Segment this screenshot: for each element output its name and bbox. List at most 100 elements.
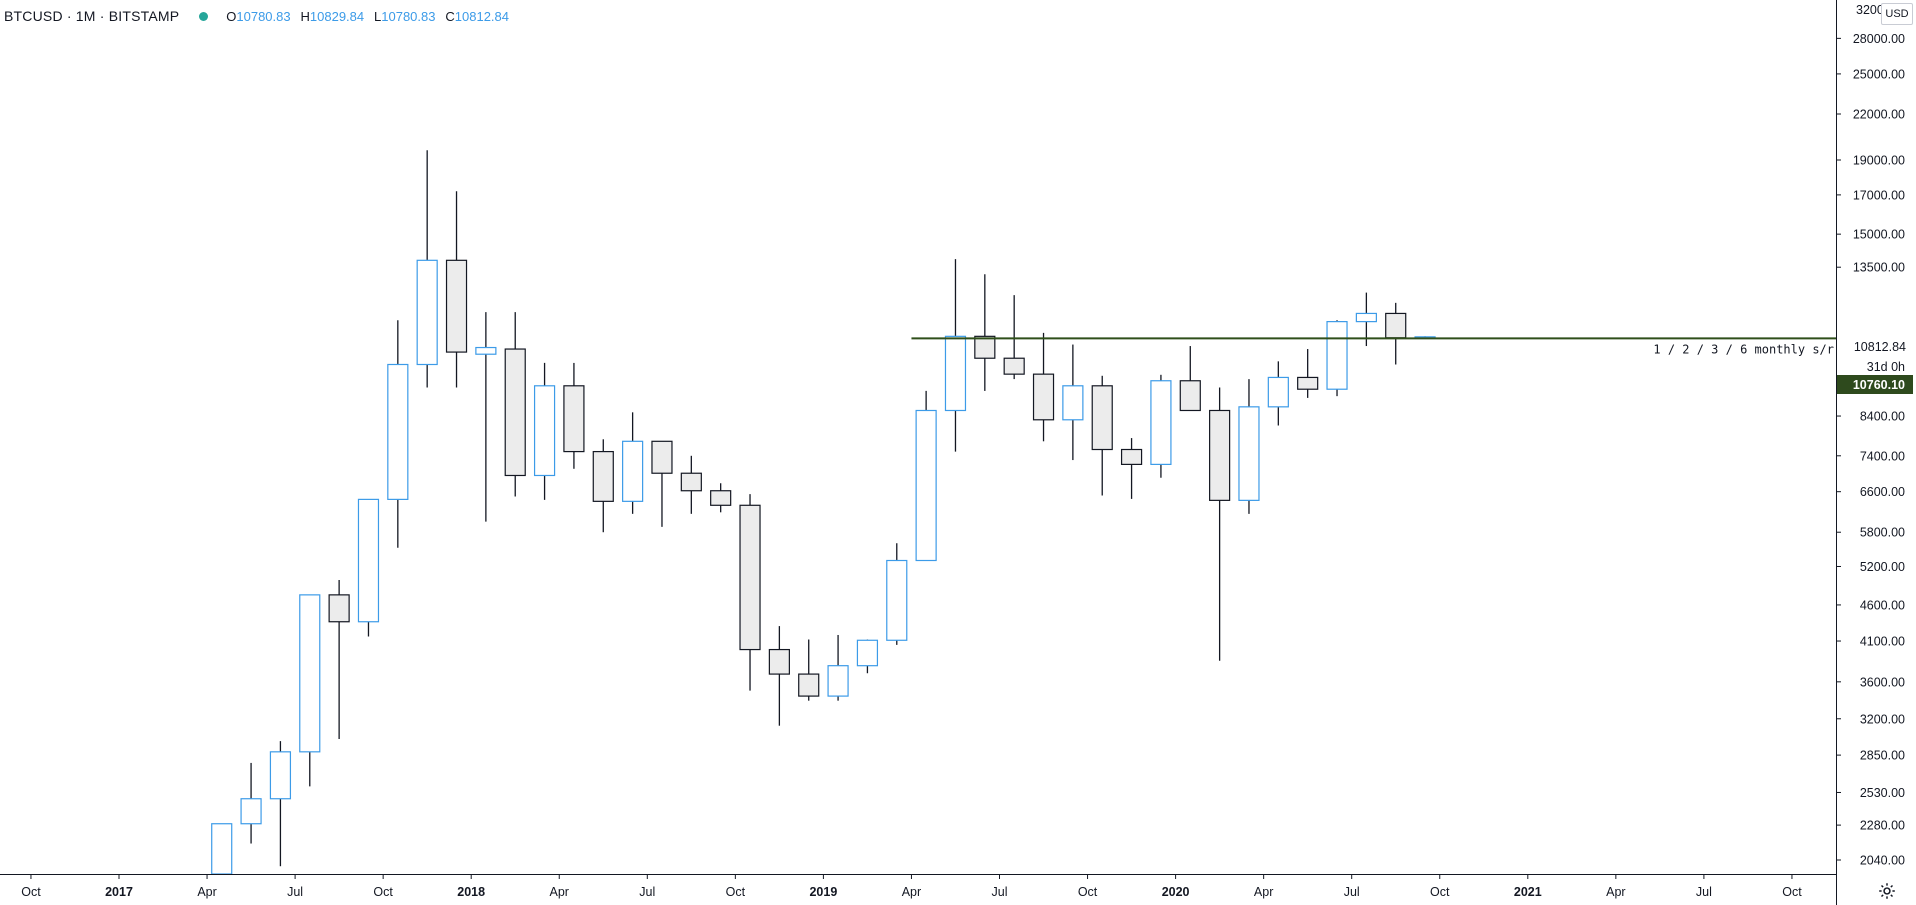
candle[interactable] (710, 483, 732, 513)
candle[interactable] (299, 594, 321, 787)
price-tick-label: 5200.00 (1860, 560, 1905, 574)
candle-body-down (798, 673, 820, 697)
candle-body-up (357, 498, 380, 623)
candle[interactable] (1238, 379, 1260, 514)
last-price-label: 10812.84 (1854, 340, 1906, 354)
candle-body-up (416, 259, 438, 366)
candle[interactable] (1385, 302, 1407, 365)
candle-body-up (1355, 312, 1377, 323)
candle[interactable] (533, 362, 556, 500)
level-price-text: 10760.10 (1853, 378, 1905, 392)
candle[interactable] (1267, 361, 1289, 426)
price-tick-label: 13500.00 (1853, 261, 1905, 275)
low-key: L (374, 9, 382, 24)
candle[interactable] (504, 312, 526, 497)
candle-body-down (1003, 357, 1025, 375)
candle[interactable] (357, 498, 380, 637)
time-tick-label: Jul (639, 885, 655, 899)
open-value: 10780.83 (236, 9, 291, 24)
gear-icon[interactable] (1876, 880, 1898, 902)
time-tick-label: 2021 (1514, 885, 1542, 899)
candle-body-down (1297, 376, 1319, 390)
time-tick-label: Apr (550, 885, 569, 899)
candle-body-down (739, 504, 761, 651)
candle-body-up (915, 409, 937, 562)
close-key: C (445, 9, 455, 24)
candle[interactable] (416, 150, 438, 388)
candle[interactable] (827, 634, 849, 701)
candle[interactable] (915, 390, 937, 562)
candle[interactable] (768, 626, 790, 726)
candle[interactable] (328, 580, 350, 740)
candle[interactable] (739, 494, 761, 691)
close-value: 10812.84 (454, 9, 510, 24)
high-value: 10829.84 (309, 9, 365, 24)
price-tick-label: 2850.00 (1860, 749, 1905, 763)
candle-body-up (1150, 380, 1172, 465)
candle-body-down (1032, 373, 1055, 421)
price-tick-label: 28000.00 (1853, 32, 1905, 46)
price-axis[interactable]: 2040.00 2280.00 2530.00 2850.00 3200.00 3600.… (1836, 32, 1905, 868)
price-tick-label: 6600.00 (1860, 485, 1905, 499)
candle[interactable] (886, 543, 908, 645)
time-tick-label: 2020 (1162, 885, 1190, 899)
candle-body-up (1062, 385, 1084, 421)
candle-body-down (504, 348, 526, 477)
candle[interactable] (240, 762, 262, 844)
symbol-legend: BTCUSD · 1M · BITSTAMP O10780.83 H10829.… (4, 6, 515, 26)
candle[interactable] (1003, 295, 1025, 380)
candle-body-down (592, 450, 614, 502)
candle[interactable] (475, 312, 497, 522)
candle-body-down (1385, 312, 1407, 339)
bar-countdown-label: 31d 0h (1867, 360, 1905, 374)
candle[interactable] (445, 191, 468, 388)
candle[interactable] (1091, 375, 1113, 496)
price-tick-label: 4100.00 (1860, 635, 1905, 649)
price-tick-label: 8400.00 (1860, 410, 1905, 424)
candle[interactable] (1062, 344, 1084, 461)
candle-body-up (1267, 376, 1289, 408)
candle-body-up (944, 335, 967, 412)
y-top-tick-label: 3200 (1856, 3, 1884, 17)
candle[interactable] (1032, 332, 1055, 442)
candle[interactable] (1120, 438, 1143, 499)
candle[interactable] (1150, 374, 1172, 478)
candle-body-up (886, 559, 908, 641)
high-key: H (300, 9, 310, 24)
candle[interactable] (592, 439, 614, 533)
candle[interactable] (563, 362, 585, 469)
price-tick-label: 4600.00 (1860, 598, 1905, 612)
candle[interactable] (269, 741, 292, 867)
candle[interactable] (1297, 349, 1319, 398)
sr-level-label: 1 / 2 / 3 / 6 monthly s/r (1653, 342, 1834, 356)
price-tick-label: 3200.00 (1860, 712, 1905, 726)
candle[interactable] (622, 412, 644, 514)
candle-body-up (240, 798, 262, 825)
candle-body-down (710, 490, 732, 506)
candle[interactable] (211, 823, 233, 875)
candle[interactable] (1209, 387, 1231, 661)
candle-body-down (1091, 385, 1113, 451)
candle-body-up (299, 594, 321, 753)
time-tick-label: Oct (1078, 885, 1098, 899)
time-axis[interactable]: Oct 2017 Apr Jul Oct 2018 Apr Jul Oct 2019 Apr Jul O… (21, 874, 1802, 899)
currency-button[interactable]: USD (1881, 3, 1913, 25)
time-tick-label: 2017 (105, 885, 133, 899)
candle[interactable] (1179, 346, 1201, 412)
candle-body-down (651, 440, 673, 474)
candle[interactable] (651, 440, 673, 527)
candle[interactable] (1355, 292, 1377, 347)
candle[interactable] (387, 320, 409, 548)
candle[interactable] (856, 639, 879, 674)
candle-body-down (1120, 448, 1143, 465)
time-tick-label: Oct (1782, 885, 1802, 899)
symbol-title[interactable]: BTCUSD · 1M · BITSTAMP (4, 8, 180, 24)
candle[interactable] (974, 274, 996, 391)
candle[interactable] (680, 455, 702, 514)
candle[interactable] (944, 259, 967, 452)
candle[interactable] (1326, 320, 1348, 397)
candle-body-down (680, 472, 702, 492)
candle-body-up (211, 823, 233, 875)
candle[interactable] (798, 639, 820, 701)
